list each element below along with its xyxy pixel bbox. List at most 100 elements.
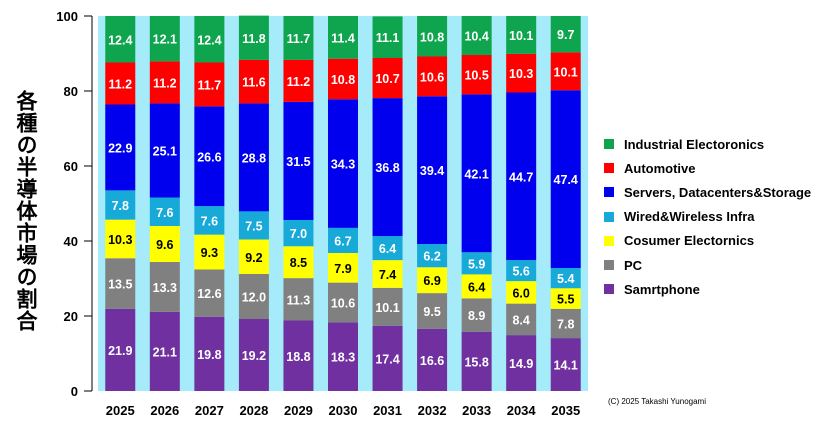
bar-segment-2030-1 [328, 282, 358, 323]
data-label-2025-3: 7.8 [112, 199, 129, 213]
legend-label-consumer: Cosumer Electornics [624, 233, 755, 249]
bar-segment-2035-6 [550, 16, 581, 53]
data-label-2026-6: 12.1 [153, 33, 177, 47]
bar-segment-2027-5 [194, 62, 225, 107]
bar-segment-2029-4 [283, 101, 314, 220]
bar-segment-2025-3 [105, 190, 136, 220]
data-label-2028-5: 11.6 [242, 76, 266, 90]
data-label-2031-6: 11.1 [376, 31, 400, 45]
bar-segment-2031-0 [372, 325, 403, 391]
bar-segment-2026-5 [149, 61, 180, 104]
bar-segment-2033-6 [461, 16, 492, 55]
bar-segment-2034-5 [506, 53, 537, 93]
data-label-2029-1: 11.3 [287, 293, 311, 307]
data-label-2027-2: 9.3 [201, 246, 218, 260]
data-label-2035-5: 10.1 [554, 65, 578, 79]
data-label-2034-3: 5.6 [512, 265, 529, 279]
y-tick-label: 40 [64, 234, 78, 249]
bar-segment-2032-1 [417, 293, 448, 329]
data-label-2030-6: 11.4 [331, 31, 355, 45]
data-label-2032-0: 16.6 [420, 354, 444, 368]
bar-segment-2025-5 [105, 62, 136, 105]
bar-segment-2035-2 [550, 288, 581, 309]
data-label-2033-3: 5.9 [468, 257, 485, 271]
bar-segment-2027-6 [194, 16, 225, 63]
legend-item-smartphone: Samrtphone [604, 277, 826, 301]
y-tick-label: 100 [56, 9, 78, 24]
legend-item-consumer: Cosumer Electornics [604, 229, 826, 253]
y-axis-label: 各種の半導体市場の割合（%） [14, 90, 38, 332]
data-label-2034-0: 14.9 [509, 357, 533, 371]
bar-segment-2027-3 [194, 206, 225, 235]
bar-segment-2026-3 [149, 197, 180, 226]
data-label-2034-1: 8.4 [512, 313, 529, 327]
bar-segment-2033-2 [461, 274, 492, 299]
bar-segment-2028-3 [238, 211, 269, 240]
data-label-2029-2: 8.5 [290, 256, 307, 270]
bar-segment-2025-2 [105, 219, 136, 259]
bar-segment-2026-1 [149, 262, 180, 312]
x-tick-label: 2033 [462, 403, 491, 418]
data-label-2029-6: 11.7 [287, 32, 311, 46]
legend: Industrial Electoronics Automotive Serve… [604, 132, 826, 301]
bar-segment-2025-4 [105, 104, 136, 191]
bar-segment-2034-3 [506, 260, 537, 282]
legend-label-servers: Servers, Datacenters&Storage [624, 184, 812, 200]
data-label-2035-3: 5.4 [557, 272, 574, 286]
bar-segment-2029-1 [283, 278, 314, 321]
data-label-2027-0: 19.8 [197, 348, 221, 362]
legend-swatch-industrial [604, 139, 614, 150]
data-label-2034-6: 10.1 [509, 29, 533, 43]
bar-segment-2030-2 [328, 253, 358, 283]
x-tick-label: 2034 [507, 403, 537, 418]
data-label-2032-4: 39.4 [420, 164, 444, 178]
bar-segment-2027-1 [194, 269, 225, 317]
bar-segment-2029-3 [283, 220, 314, 247]
data-label-2034-2: 6.0 [512, 286, 529, 300]
data-label-2029-3: 7.0 [290, 227, 307, 241]
bar-segment-2034-1 [506, 303, 537, 336]
bar-segment-2035-0 [550, 338, 581, 391]
bar-segment-2030-3 [328, 227, 358, 253]
legend-swatch-smartphone [604, 284, 614, 295]
y-tick-label: 0 [71, 384, 78, 399]
x-tick-label: 2025 [106, 403, 135, 418]
data-label-2025-2: 10.3 [108, 233, 132, 247]
legend-item-automotive: Automotive [604, 156, 826, 180]
bar-segment-2028-6 [238, 15, 269, 60]
data-label-2035-0: 14.1 [554, 359, 578, 373]
data-label-2030-3: 6.7 [334, 234, 351, 248]
bar-segment-2026-2 [149, 226, 180, 262]
bar-segment-2033-5 [461, 55, 492, 95]
data-label-2028-1: 12.0 [242, 291, 266, 305]
legend-item-infra: Wired&Wireless Infra [604, 205, 826, 229]
data-label-2026-4: 25.1 [153, 144, 177, 158]
data-label-2027-6: 12.4 [197, 33, 221, 47]
data-label-2035-4: 47.4 [554, 173, 578, 187]
data-label-2031-0: 17.4 [375, 352, 399, 366]
data-label-2027-4: 26.6 [197, 150, 221, 164]
data-label-2034-5: 10.3 [509, 67, 533, 81]
data-label-2033-4: 42.1 [464, 167, 488, 181]
bar-segment-2030-6 [328, 16, 358, 59]
legend-label-pc: PC [624, 257, 643, 273]
bar-segment-2028-5 [238, 59, 269, 104]
data-label-2027-3: 7.6 [201, 214, 218, 228]
bar-segment-2030-5 [328, 58, 358, 100]
data-label-2025-5: 11.2 [108, 78, 132, 92]
bar-segment-2026-6 [149, 16, 180, 62]
data-label-2026-1: 13.3 [153, 281, 177, 295]
data-label-2027-1: 12.6 [197, 287, 221, 301]
data-label-2029-5: 11.2 [287, 75, 311, 89]
bar-segment-2032-6 [417, 16, 448, 57]
data-label-2029-0: 18.8 [286, 350, 310, 364]
bar-segment-2028-0 [238, 319, 269, 391]
x-tick-label: 2029 [284, 403, 313, 418]
bar-segment-2030-4 [328, 99, 358, 228]
data-label-2028-6: 11.8 [242, 32, 266, 46]
data-label-2028-3: 7.5 [245, 219, 262, 233]
bar-segment-2029-0 [283, 320, 314, 391]
bar-segment-2034-4 [506, 92, 537, 261]
data-label-2025-1: 13.5 [108, 278, 132, 292]
bar-segment-2034-0 [506, 335, 537, 391]
